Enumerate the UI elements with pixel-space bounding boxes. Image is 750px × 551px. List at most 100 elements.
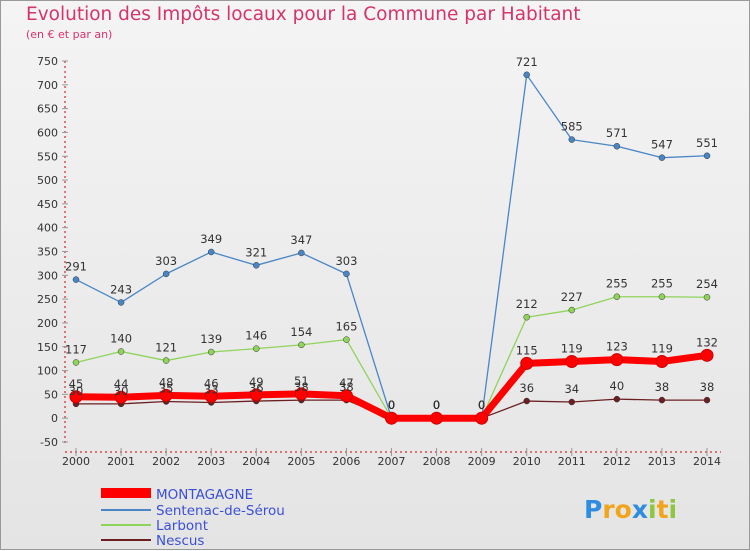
data-label: 36 — [249, 381, 264, 395]
legend-label: Larbont — [156, 518, 208, 534]
data-label: 0 — [388, 398, 395, 412]
y-tick-label: 150 — [37, 341, 58, 354]
x-tick-label: 2014 — [693, 455, 721, 468]
y-tick-label: 600 — [37, 126, 58, 139]
x-tick-label: 2007 — [378, 455, 406, 468]
x-tick-label: 2012 — [603, 455, 631, 468]
data-point — [613, 142, 621, 150]
x-tick-label: 2009 — [468, 455, 496, 468]
data-label: 139 — [200, 332, 222, 346]
data-label: 243 — [110, 282, 132, 296]
data-point — [343, 270, 350, 278]
data-point — [249, 388, 263, 402]
data-label: 123 — [606, 340, 628, 354]
data-point — [117, 348, 125, 355]
data-point — [204, 389, 218, 403]
data-point — [72, 276, 80, 283]
data-point — [568, 398, 576, 406]
data-point — [703, 396, 711, 404]
data-point — [253, 345, 260, 352]
data-point — [294, 387, 308, 401]
data-label: 119 — [651, 342, 673, 356]
data-label: 146 — [245, 329, 267, 343]
y-tick-label: 300 — [37, 269, 58, 282]
x-tick-label: 2008 — [423, 455, 451, 468]
data-point — [207, 248, 215, 256]
data-label: 30 — [69, 384, 84, 398]
x-tick-label: 2010 — [513, 455, 541, 468]
data-label: 0 — [433, 398, 440, 412]
data-label: 551 — [696, 136, 718, 150]
data-label: 38 — [339, 380, 354, 394]
data-label: 46 — [204, 376, 219, 390]
legend-label: Nescus — [156, 533, 204, 549]
legend-label: MONTAGAGNE — [156, 487, 253, 503]
x-tick-label: 2004 — [242, 455, 270, 468]
chart-title: Evolution des Impôts locaux pour la Comm… — [26, 4, 581, 25]
data-label: 51 — [294, 374, 309, 388]
data-label: 349 — [200, 232, 222, 246]
x-tick-label: 2011 — [558, 455, 586, 468]
y-tick-label: 700 — [37, 79, 58, 92]
y-tick-label: 200 — [37, 317, 58, 330]
y-tick-label: 50 — [44, 388, 58, 401]
data-point — [523, 313, 530, 321]
data-label: 36 — [519, 381, 534, 395]
data-point — [700, 348, 714, 362]
data-label: 40 — [610, 379, 625, 393]
data-point — [207, 348, 215, 356]
data-point — [520, 356, 534, 370]
y-tick-label: 450 — [37, 198, 58, 211]
data-point — [430, 411, 444, 425]
x-tick-label: 2003 — [197, 455, 225, 468]
data-label: 212 — [516, 297, 538, 311]
data-point — [568, 136, 576, 143]
data-point — [298, 341, 305, 349]
y-tick-label: -50 — [40, 436, 58, 449]
data-label: 254 — [696, 277, 718, 291]
data-point — [385, 411, 398, 425]
data-label: 0 — [478, 398, 485, 412]
x-tick-label: 2013 — [648, 455, 676, 468]
y-tick-label: 550 — [37, 150, 58, 163]
data-point — [703, 152, 711, 160]
data-point — [703, 293, 711, 301]
data-label: 291 — [65, 260, 87, 274]
data-point — [159, 388, 173, 402]
data-label: 35 — [159, 382, 174, 396]
data-label: 119 — [561, 342, 583, 356]
data-point — [523, 397, 530, 405]
data-point — [565, 355, 579, 369]
proxiti-logo: Proxiti — [584, 495, 677, 524]
data-label: 132 — [696, 335, 718, 349]
data-label: 0 — [478, 398, 485, 412]
y-tick-label: 650 — [37, 103, 58, 116]
data-label: 303 — [155, 254, 177, 268]
data-point — [475, 411, 489, 425]
data-label: 0 — [478, 398, 485, 412]
data-point — [613, 293, 621, 300]
data-label: 585 — [561, 120, 583, 134]
data-label: 255 — [606, 277, 628, 291]
data-label: 303 — [335, 254, 357, 268]
data-label: 140 — [110, 332, 132, 346]
x-tick-label: 2002 — [152, 455, 180, 468]
data-label: 47 — [339, 376, 354, 390]
data-point — [613, 395, 621, 403]
data-point — [343, 336, 350, 343]
data-point — [162, 270, 170, 278]
data-label: 44 — [114, 377, 129, 391]
legend-swatch — [101, 488, 151, 498]
data-point — [523, 71, 530, 79]
data-point — [655, 355, 669, 369]
data-label: 38 — [700, 380, 715, 394]
data-label: 255 — [651, 277, 673, 291]
data-label: 38 — [294, 380, 309, 394]
data-point — [117, 299, 125, 306]
x-tick-label: 2001 — [107, 455, 135, 468]
x-tick-label: 2000 — [62, 455, 90, 468]
data-point — [162, 357, 170, 364]
data-point — [610, 353, 624, 367]
y-tick-label: 350 — [37, 246, 58, 259]
